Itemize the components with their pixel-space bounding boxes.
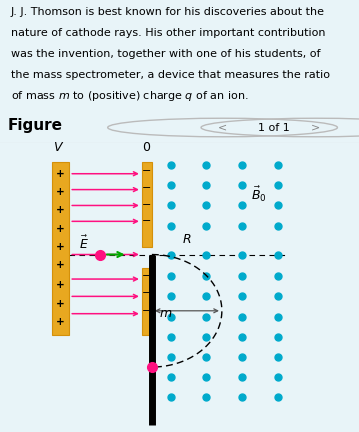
Text: <: < [218, 123, 227, 133]
Text: +: + [56, 299, 65, 308]
Text: −: − [142, 183, 151, 193]
Text: $m$: $m$ [159, 307, 173, 320]
Text: Figure: Figure [7, 118, 62, 133]
Text: +: + [56, 205, 65, 215]
Text: was the invention, together with one of his students, of: was the invention, together with one of … [11, 49, 320, 59]
Bar [142, 267, 152, 335]
Text: −: − [142, 166, 151, 176]
Text: >: > [311, 123, 321, 133]
Text: $\vec{E}$: $\vec{E}$ [79, 234, 89, 251]
Bar [52, 162, 69, 335]
Text: 0: 0 [142, 141, 150, 154]
Text: −: − [142, 200, 151, 210]
Text: of mass $m$ to (positive) charge $q$ of an ion.: of mass $m$ to (positive) charge $q$ of … [11, 89, 248, 103]
Text: −: − [142, 216, 151, 226]
Text: +: + [56, 187, 65, 197]
Text: +: + [56, 223, 65, 234]
Text: +: + [56, 169, 65, 179]
Text: +: + [56, 318, 65, 327]
Text: −: − [142, 289, 151, 299]
Text: J. J. Thomson is best known for his discoveries about the: J. J. Thomson is best known for his disc… [11, 7, 325, 17]
Bar [142, 162, 152, 247]
Text: $\vec{B}_0$: $\vec{B}_0$ [251, 184, 266, 203]
Text: +: + [56, 280, 65, 290]
Text: $R$: $R$ [182, 233, 191, 246]
Text: +: + [56, 260, 65, 270]
Text: 1 of 1: 1 of 1 [258, 123, 290, 133]
Text: −: − [142, 306, 151, 316]
Text: nature of cathode rays. His other important contribution: nature of cathode rays. His other import… [11, 29, 325, 38]
Text: −: − [142, 271, 151, 281]
Text: +: + [56, 242, 65, 252]
Text: $V$: $V$ [52, 141, 64, 154]
Text: the mass spectrometer, a device that measures the ratio: the mass spectrometer, a device that mea… [11, 70, 330, 80]
